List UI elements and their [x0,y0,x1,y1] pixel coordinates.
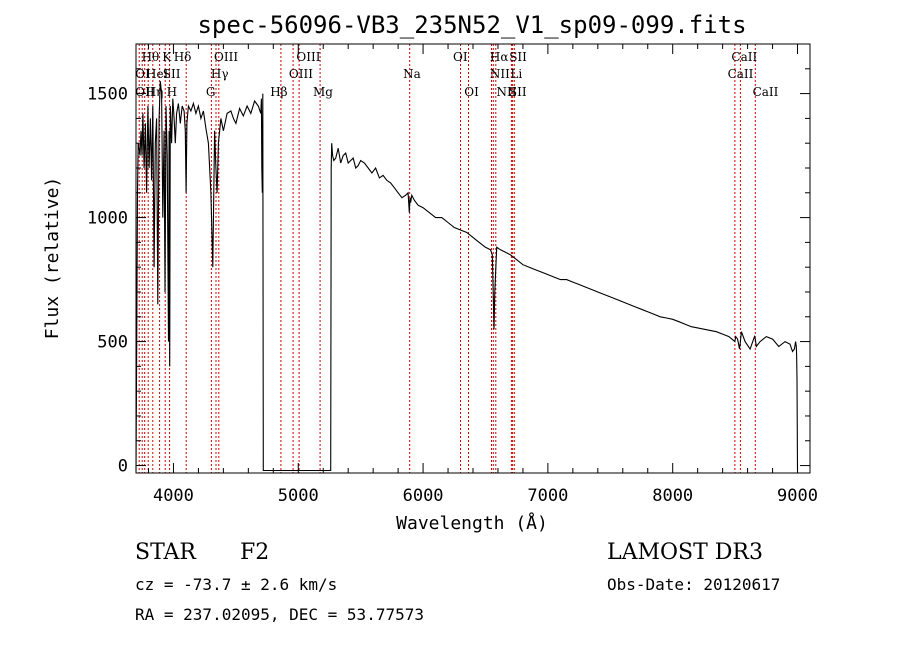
y-axis: 0 500 1000 1500 [87,68,810,477]
line-label-0: Hθ [142,50,160,64]
line-label-5: OI [453,50,468,64]
y-axis-label: Flux (relative) [42,177,63,340]
line-label-12: Hγ [211,67,229,81]
redshift-text: cz = -73.7 ± 2.6 km/s [135,575,337,594]
line-label-24: OI [464,85,479,99]
x-axis-label: Wavelength (Å) [396,512,548,534]
line-label-27: CaII [753,85,779,99]
obs-date-text: Obs-Date: 20120617 [607,575,780,594]
x-tick-label-2: 6000 [403,486,444,506]
line-label-20: H [167,85,177,99]
y-tick-label-2: 1000 [87,209,128,229]
line-label-2: Hδ [174,50,192,64]
reference-lines [138,44,756,473]
x-tick-label-5: 9000 [777,486,818,506]
object-subclass: F2 [240,540,269,565]
line-label-16: Li [510,67,522,81]
line-label-15: NII [490,67,510,81]
y-tick-label-0: 0 [118,457,128,477]
flux-series-line [135,81,799,472]
line-label-13: OIII [289,67,313,81]
x-axis: 4000 5000 6000 7000 8000 9000 [147,44,818,506]
x-tick-label-3: 7000 [527,486,568,506]
line-label-1: K [162,50,172,64]
line-label-23: Mg [313,85,333,99]
coordinates-text: RA = 237.02095, DEC = 53.77573 [135,605,424,624]
line-label-21: G [206,85,216,99]
plot-frame [135,43,811,474]
object-class: STAR [135,540,197,565]
y-tick-label-1: 500 [97,333,128,353]
x-tick-label-0: 4000 [153,486,194,506]
line-label-18: OII [135,85,155,99]
x-tick-label-4: 8000 [652,486,693,506]
y-tick-label-3: 1500 [87,85,128,105]
line-label-4: OIII [296,50,320,64]
line-label-6: Hα [490,50,509,64]
line-label-26: SII [509,85,527,99]
line-label-22: Hβ [270,85,287,99]
line-label-9: OI [135,67,150,81]
line-label-10: HeI [146,67,169,81]
x-tick-label-1: 5000 [278,486,319,506]
line-label-8: CaII [731,50,757,64]
line-label-3: OIII [214,50,238,64]
line-label-19: Hη [146,85,164,99]
line-label-17: CaII [728,67,754,81]
chart-title: spec-56096-VB3_235N52_V1_sp09-099.fits [197,11,746,39]
survey-name: LAMOST DR3 [607,540,763,565]
line-label-25: NII [497,85,517,99]
line-label-11: SII [163,67,181,81]
line-label-14: Na [403,67,421,81]
line-label-7: SII [509,50,527,64]
